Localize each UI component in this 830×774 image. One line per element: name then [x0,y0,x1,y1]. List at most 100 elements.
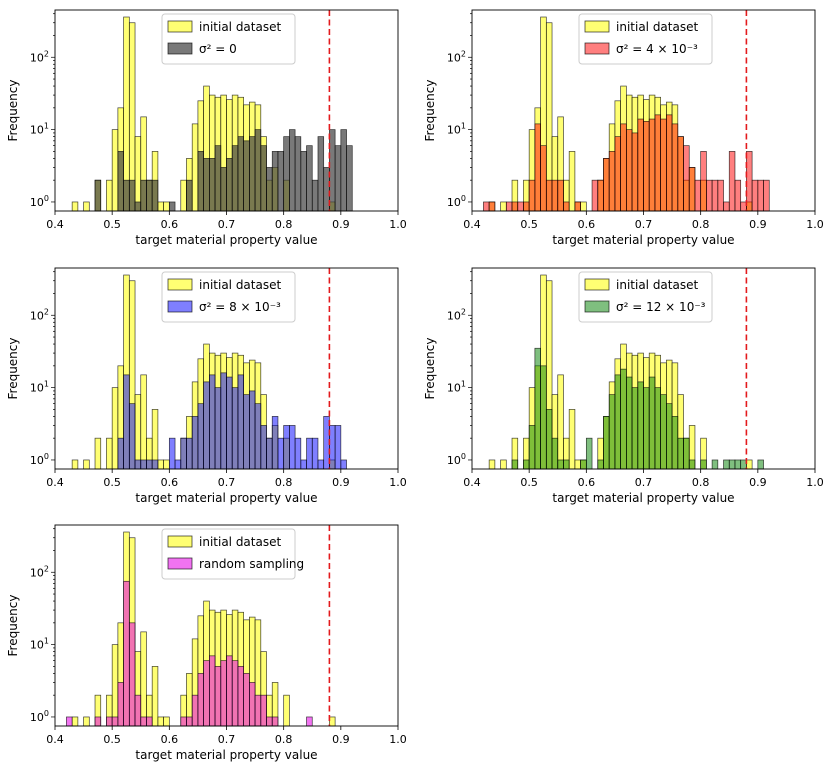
bar-initial-13 [163,716,170,727]
bar-initial-4 [111,129,119,212]
bar-series-42 [751,179,759,212]
bar-series-6 [146,179,153,212]
y-tick-base: 10 [30,711,44,724]
legend-entry-initial: initial dataset [616,20,698,34]
bar-series-9 [146,716,153,727]
bar-initial-8 [134,394,142,470]
y-tick-label: 102 [30,564,49,579]
x-tick-label: 0.7 [218,476,236,489]
legend-box [578,13,713,65]
y-tick-label: 101 [30,637,49,652]
bar-series-22 [249,682,256,727]
legend-box [161,13,296,65]
bar-series-35 [340,129,347,212]
bar-series-27 [306,716,313,727]
x-tick-label: 1.0 [806,218,824,231]
bar-initial-11 [568,151,576,212]
legend-swatch [167,42,193,55]
bar-series-7 [134,694,142,727]
bar-series-16 [214,666,222,727]
bar-series-0 [483,201,490,212]
bar-series-29 [294,437,302,470]
bar-series-5 [123,580,130,727]
bar-series-35 [711,179,719,212]
y-tick-label: 102 [30,49,49,64]
bar-series-12 [209,158,216,212]
y-axis-label: Frequency [6,338,20,400]
bar-series-17 [226,376,233,470]
x-tick-label: 1.0 [389,218,407,231]
bar-series-18 [637,381,644,470]
bar-initial-12 [157,716,164,727]
bar-series-15 [214,387,222,470]
bar-series-0 [94,179,102,212]
bar-series-25 [266,716,273,727]
bar-series-34 [334,145,342,212]
y-tick-exponent: 0 [461,452,466,461]
y-tick-exponent: 2 [44,307,49,316]
y-tick-exponent: 1 [44,122,49,131]
bar-initial-1 [83,201,90,212]
bar-series-8 [563,459,570,470]
bar-series-27 [283,425,290,470]
bar-initial-13 [163,201,170,212]
y-tick-base: 10 [447,309,461,322]
bar-series-10 [585,437,593,470]
bar-initial-9 [140,374,147,470]
bar-series-36 [346,145,353,212]
bar-series-19 [237,374,244,470]
x-tick-label: 0.9 [332,218,350,231]
x-tick-label: 1.0 [389,476,407,489]
bar-series-4 [517,201,524,212]
y-tick-exponent: 2 [44,564,49,573]
bar-series-2 [123,179,130,212]
y-tick-base: 10 [30,309,44,322]
x-tick-label: 0.4 [46,218,64,231]
bar-series-2 [128,403,136,470]
bar-series-26 [683,437,690,470]
x-tick-label: 0.7 [218,733,236,746]
y-tick-base: 10 [30,454,44,467]
bar-initial-16 [191,123,199,212]
bar-series-7 [151,179,159,212]
x-tick-label: 1.0 [389,733,407,746]
y-tick-base: 10 [30,639,44,652]
bar-series-0 [66,716,73,727]
bar-series-37 [723,201,730,212]
bar-initial-12 [574,459,581,470]
bar-series-33 [329,129,336,212]
y-tick-exponent: 2 [461,307,466,316]
legend-swatch [584,278,610,291]
x-tick-label: 0.4 [46,733,64,746]
bar-series-30 [683,145,690,212]
bar-series-25 [271,416,279,470]
bar-initial-4 [111,387,119,470]
y-tick-label: 102 [447,49,466,64]
bar-series-9 [180,437,187,470]
x-tick-label: 0.5 [103,733,121,746]
bar-series-21 [249,390,256,470]
bar-series-25 [677,437,684,470]
bar-series-22 [254,403,262,470]
bar-series-19 [249,136,256,212]
bar-series-14 [220,167,227,212]
bar-series-12 [603,416,610,470]
bar-series-33 [317,459,325,470]
bar-initial-2 [94,437,102,470]
bar-series-28 [671,123,679,212]
bar-series-8 [174,459,182,470]
bar-series-11 [597,459,604,470]
bar-initial-32 [329,716,336,727]
bar-initial-11 [151,666,159,727]
bar-series-12 [191,694,199,727]
y-tick-base: 10 [447,454,461,467]
bar-series-15 [209,655,216,727]
bar-series-4 [540,365,547,470]
bar-series-23 [271,151,279,212]
legend-swatch [584,300,610,313]
bar-series-28 [700,459,707,470]
bar-series-0 [511,459,519,470]
bar-series-0 [117,437,124,470]
